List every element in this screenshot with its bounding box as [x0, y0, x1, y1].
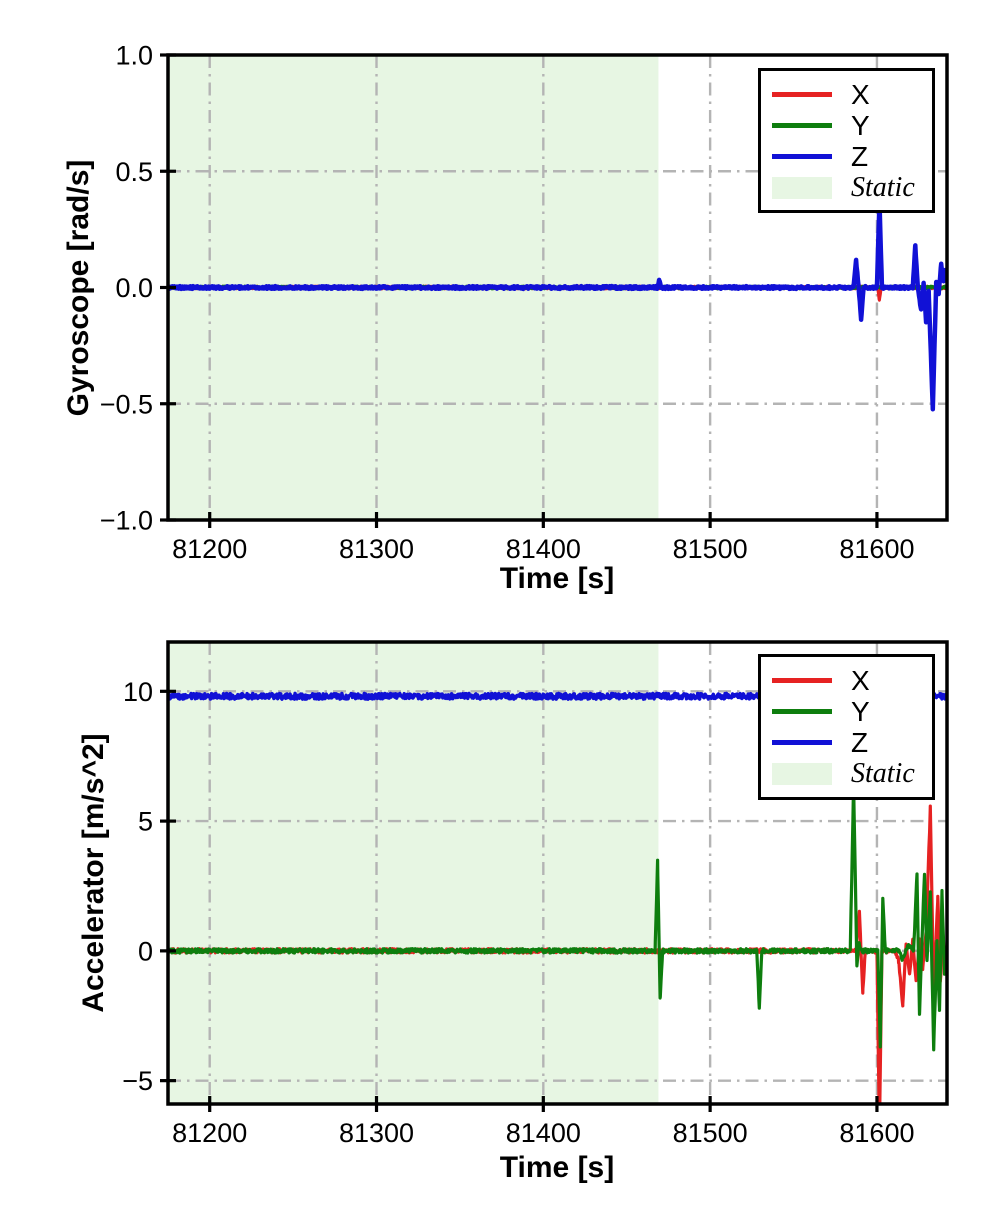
legend-swatch-static: [772, 762, 832, 785]
series-line-y: [168, 782, 947, 1052]
legend-swatch-y: [772, 123, 832, 128]
legend-bottom: X Y Z Static: [758, 654, 935, 800]
x-tick-label: 81300: [339, 534, 414, 564]
legend-row-y: Y: [772, 696, 932, 727]
legend-swatch-static: [772, 176, 832, 199]
accelerator-y-axis-label: Accelerator [m/s^2]: [77, 733, 110, 1013]
legend-label-z: Z: [851, 726, 869, 758]
x-tick-label: 81200: [172, 534, 247, 564]
x-tick-label: 81300: [339, 1118, 414, 1148]
legend-top: X Y Z Static: [758, 68, 935, 213]
y-tick-label: 10: [123, 677, 153, 707]
legend-label-static: Static: [851, 171, 915, 203]
legend-row-y: Y: [772, 110, 932, 141]
y-tick-label: 1.0: [115, 41, 153, 71]
legend-label-x: X: [851, 78, 870, 110]
legend-row-z: Z: [772, 727, 932, 758]
legend-swatch-x: [772, 92, 832, 97]
legend-swatch-z: [772, 154, 832, 159]
legend-row-x: X: [772, 79, 932, 110]
legend-label-x: X: [851, 664, 870, 696]
y-tick-label: −0.5: [100, 389, 153, 419]
x-tick-label: 81600: [839, 1118, 914, 1148]
legend-swatch-z: [772, 740, 832, 745]
legend-row-x: X: [772, 665, 932, 696]
y-tick-label: −5: [122, 1066, 153, 1096]
x-tick-label: 81200: [172, 1118, 247, 1148]
time-x-axis-label-top: Time [s]: [499, 562, 615, 595]
series-line-z: [168, 199, 947, 412]
static-span: [168, 642, 659, 1104]
gyroscope-y-axis-label: Gyroscope [rad/s]: [62, 159, 95, 417]
legend-swatch-x: [772, 678, 832, 683]
series-group: [168, 199, 947, 412]
legend-row-static: Static: [772, 172, 932, 203]
legend-swatch-y: [772, 709, 832, 714]
y-tick-label: −1.0: [100, 506, 153, 536]
x-tick-label: 81600: [839, 534, 914, 564]
x-tick-label: 81500: [673, 534, 748, 564]
y-tick-label: 5: [138, 807, 153, 837]
legend-label-static: Static: [851, 757, 915, 789]
plot-frame: [166, 640, 949, 1106]
y-tick-label: 0: [138, 936, 153, 966]
y-tick-label: 0.5: [115, 157, 153, 187]
legend-label-z: Z: [851, 140, 869, 172]
legend-row-static: Static: [772, 758, 932, 789]
time-x-axis-label-bottom: Time [s]: [499, 1151, 615, 1184]
legend-row-z: Z: [772, 141, 932, 172]
legend-label-y: Y: [851, 695, 870, 727]
x-tick-label: 81400: [506, 1118, 581, 1148]
legend-label-y: Y: [851, 109, 870, 141]
x-tick-label: 81400: [506, 534, 581, 564]
x-tick-label: 81500: [673, 1118, 748, 1148]
y-tick-label: 0.0: [115, 273, 153, 303]
